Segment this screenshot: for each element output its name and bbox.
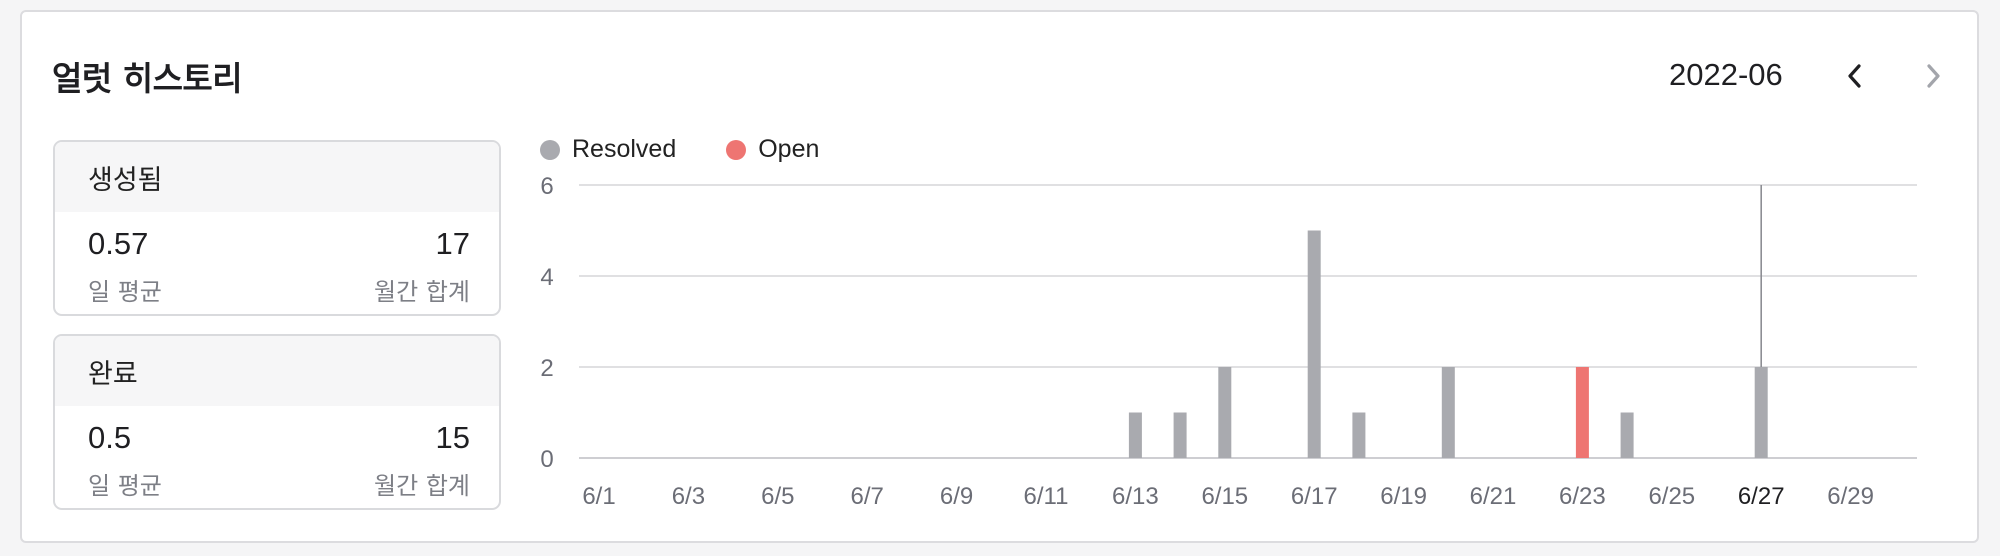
x-tick-label: 6/1 xyxy=(582,483,615,510)
x-tick-label: 6/5 xyxy=(761,483,794,510)
alert-history-card: 얼럿 히스토리 2022-06 생성됨 0.57 일 평균 17 월간 합계 완… xyxy=(20,10,1979,543)
created-daily-avg: 0.57 xyxy=(88,226,149,261)
chart-legend: Resolved Open xyxy=(540,135,869,164)
legend-item-resolved[interactable]: Resolved xyxy=(540,135,676,164)
resolved-dot xyxy=(540,139,560,160)
bar-resolved xyxy=(1620,412,1634,458)
bar-resolved xyxy=(1754,367,1768,458)
legend-item-open[interactable]: Open xyxy=(726,135,819,164)
y-tick-label: 6 xyxy=(540,173,553,200)
open-dot xyxy=(726,139,747,160)
created-monthly-total: 17 xyxy=(435,226,470,261)
x-tick-label: 6/3 xyxy=(672,483,705,510)
x-tick-label: 6/15 xyxy=(1201,483,1248,510)
legend-label-resolved: Resolved xyxy=(572,135,677,163)
legend-label-open: Open xyxy=(758,135,820,163)
bar-resolved xyxy=(1307,230,1321,458)
bar-resolved xyxy=(1441,367,1455,458)
completed-daily-avg-label: 일 평균 xyxy=(88,472,162,500)
chevron-right-icon xyxy=(1927,64,1940,88)
created-stat-title: 생성됨 xyxy=(55,142,499,212)
y-tick-label: 0 xyxy=(540,446,553,473)
created-monthly-total-label: 월간 합계 xyxy=(374,278,470,306)
alert-history-chart: 0 2 4 6 6/1 6/3 6/5 6/7 6/9 6/11 6/13 6/15 6/17 6/19 6… xyxy=(540,173,1917,510)
bar-resolved xyxy=(1218,367,1232,458)
completed-monthly-total-label: 월간 합계 xyxy=(374,472,470,500)
x-tick-label: 6/11 xyxy=(1024,483,1069,510)
chevron-left-icon xyxy=(1848,64,1861,88)
bar-resolved xyxy=(1352,412,1366,458)
created-stat-box: 생성됨 0.57 일 평균 17 월간 합계 xyxy=(53,140,501,316)
x-tick-label: 6/23 xyxy=(1559,483,1606,510)
month-label: 2022-06 xyxy=(1669,57,1783,92)
x-tick-label: 6/27 xyxy=(1738,483,1785,510)
created-daily-avg-label: 일 평균 xyxy=(88,278,162,306)
x-tick-label: 6/19 xyxy=(1380,483,1427,510)
x-tick-label: 6/29 xyxy=(1827,483,1874,510)
x-tick-label: 6/9 xyxy=(940,483,973,510)
completed-monthly-total: 15 xyxy=(435,420,470,455)
x-tick-label: 6/25 xyxy=(1648,483,1695,510)
prev-month-button[interactable] xyxy=(1835,56,1875,96)
card-title: 얼럿 히스토리 xyxy=(52,59,243,98)
x-tick-label: 6/13 xyxy=(1112,483,1159,510)
x-tick-label: 6/17 xyxy=(1291,483,1338,510)
y-tick-label: 2 xyxy=(540,355,553,382)
bar-resolved xyxy=(1173,412,1187,458)
bar-open xyxy=(1575,367,1589,458)
y-tick-label: 4 xyxy=(540,264,553,291)
x-tick-label: 6/21 xyxy=(1470,483,1517,510)
completed-daily-avg: 0.5 xyxy=(88,420,132,455)
completed-stat-box: 완료 0.5 일 평균 15 월간 합계 xyxy=(53,334,501,510)
bar-resolved xyxy=(1128,412,1142,458)
completed-stat-title: 완료 xyxy=(55,336,499,406)
next-month-button[interactable] xyxy=(1913,56,1953,96)
x-tick-label: 6/7 xyxy=(851,483,884,510)
